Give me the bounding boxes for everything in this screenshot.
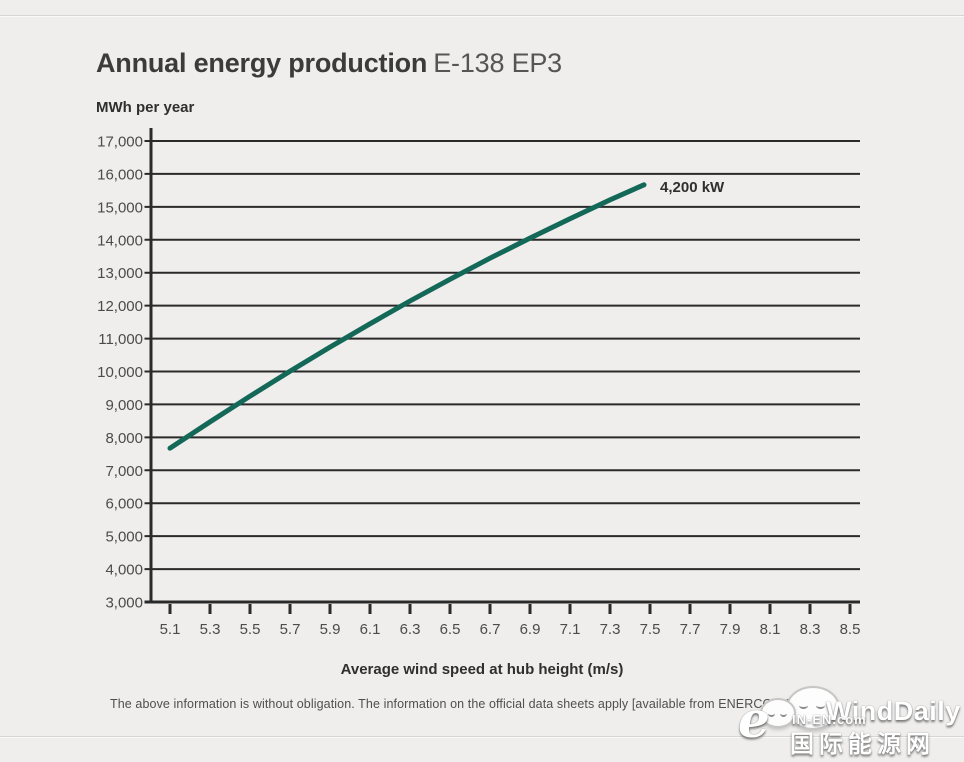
svg-text:6.9: 6.9 bbox=[520, 621, 541, 638]
svg-text:7.1: 7.1 bbox=[560, 621, 581, 638]
svg-text:6.1: 6.1 bbox=[360, 621, 381, 638]
watermark-brand: WindDaily bbox=[826, 696, 961, 726]
svg-text:5.3: 5.3 bbox=[200, 621, 221, 638]
svg-text:16,000: 16,000 bbox=[97, 166, 143, 183]
svg-text:5.7: 5.7 bbox=[280, 621, 301, 638]
svg-text:17,000: 17,000 bbox=[97, 134, 143, 151]
svg-text:7,000: 7,000 bbox=[105, 463, 143, 480]
annual-energy-production-chart: 3,000 4,000 5,000 6,000 7,000 8,000 9,000 10,00… bbox=[97, 128, 861, 638]
x-axis-title: Average wind speed at hub height (m/s) bbox=[340, 661, 624, 678]
svg-text:8,000: 8,000 bbox=[105, 430, 143, 447]
svg-text:5.5: 5.5 bbox=[240, 621, 261, 638]
svg-text:10,000: 10,000 bbox=[97, 364, 143, 381]
svg-text:15,000: 15,000 bbox=[97, 199, 143, 216]
svg-text:5,000: 5,000 bbox=[105, 529, 143, 546]
y-axis-unit-label: MWh per year bbox=[96, 99, 195, 116]
svg-text:6.7: 6.7 bbox=[480, 621, 501, 638]
svg-text:5.1: 5.1 bbox=[160, 621, 181, 638]
page-title: Annual energy production E-138 EP3 bbox=[96, 46, 562, 80]
watermark-site: IN-EN.com bbox=[792, 712, 867, 727]
watermark: WindDaily e IN-EN.com 国际能源网 bbox=[738, 684, 961, 762]
svg-text:3,000: 3,000 bbox=[105, 595, 143, 612]
svg-text:8.3: 8.3 bbox=[800, 621, 821, 638]
svg-text:8.5: 8.5 bbox=[840, 621, 861, 638]
svg-text:7.5: 7.5 bbox=[640, 621, 661, 638]
svg-text:11,000: 11,000 bbox=[98, 331, 143, 348]
svg-text:12,000: 12,000 bbox=[97, 298, 143, 315]
svg-text:8.1: 8.1 bbox=[760, 621, 781, 638]
chat-bubbles-icon bbox=[760, 686, 852, 738]
svg-text:5.9: 5.9 bbox=[320, 621, 341, 638]
footnote-text: The above information is without obligat… bbox=[110, 697, 824, 711]
svg-text:7.3: 7.3 bbox=[600, 621, 621, 638]
svg-text:6,000: 6,000 bbox=[105, 496, 143, 513]
svg-text:4,200 kW: 4,200 kW bbox=[660, 179, 725, 196]
svg-text:7.7: 7.7 bbox=[680, 621, 701, 638]
page-title-main: Annual energy production bbox=[96, 48, 428, 78]
bottom-divider bbox=[0, 736, 964, 737]
svg-text:9,000: 9,000 bbox=[105, 397, 143, 414]
top-divider bbox=[0, 15, 964, 16]
watermark-cn-name: 国际能源网 bbox=[790, 731, 935, 758]
svg-text:13,000: 13,000 bbox=[97, 265, 143, 282]
svg-text:6.3: 6.3 bbox=[400, 621, 421, 638]
svg-text:14,000: 14,000 bbox=[97, 232, 143, 249]
svg-text:4,000: 4,000 bbox=[105, 562, 143, 579]
page-title-model: E-138 EP3 bbox=[433, 48, 563, 78]
svg-text:7.9: 7.9 bbox=[720, 621, 741, 638]
svg-text:6.5: 6.5 bbox=[440, 621, 461, 638]
